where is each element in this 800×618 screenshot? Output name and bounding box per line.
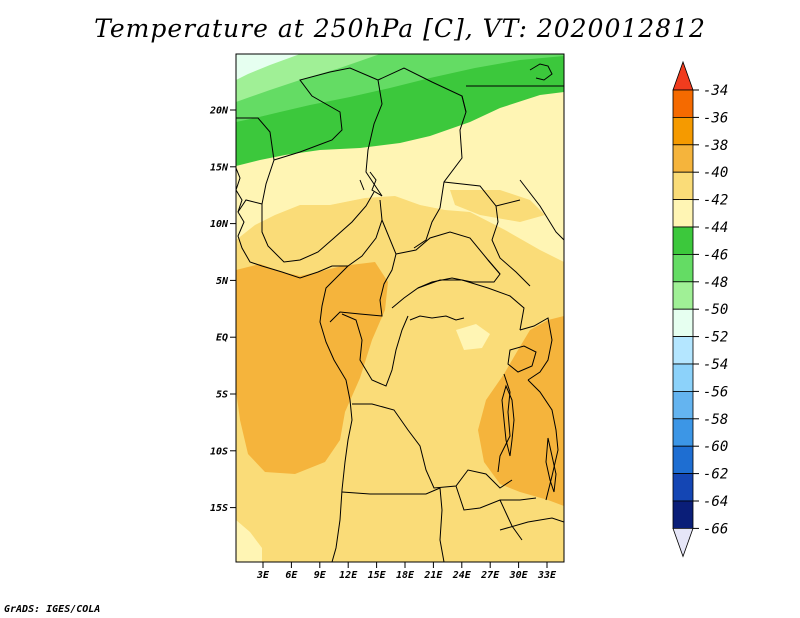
lat-tick-label: 5N: [216, 276, 229, 287]
colorbar-label: -66: [703, 521, 728, 537]
colorbar-bottom-arrow: [672, 528, 694, 558]
shade-minus38-west: [236, 262, 388, 474]
grads-credit: GrADS: IGES/COLA: [4, 604, 101, 615]
colorbar-segment: [672, 473, 694, 502]
border-zimbabwe: [499, 517, 564, 531]
colorbar-segment: [672, 445, 694, 475]
red-sea-coast: [529, 63, 553, 81]
lat-tick-label: 10S: [210, 446, 228, 457]
colorbar-segment: [672, 281, 694, 310]
border-tanzania: [527, 379, 559, 501]
lon-tick-label: 27E: [480, 570, 500, 581]
shade-minus48-band: [236, 54, 380, 102]
colorbar-label: -46: [703, 247, 728, 263]
colorbar-segment: [672, 89, 694, 118]
border-niger-chad: [273, 67, 383, 197]
lon-tick-label: 12E: [339, 570, 358, 581]
border-drc-angola: [352, 403, 513, 489]
colorbar: -34 -36 -38 -40 -42 -44 -46 -48 -50 -52 -54 -56 -58 -…: [672, 60, 728, 558]
border-angola-namibia: [341, 487, 441, 495]
nile-river: [359, 171, 383, 197]
colorbar-label: -62: [703, 467, 728, 483]
colorbar-segment: [672, 226, 694, 255]
latitude-axis: 20N 15N 10N 5N EQ 5S 10S 15S: [209, 106, 236, 514]
colorbar-label: -64: [703, 494, 728, 510]
colorbar-label: -60: [703, 439, 728, 455]
lat-tick-label: EQ: [216, 333, 228, 344]
border-ethiopia: [495, 179, 564, 241]
colorbar-label: -48: [703, 275, 728, 291]
colorbar-label: -42: [703, 193, 728, 209]
lon-tick-label: 3E: [256, 570, 270, 581]
lon-tick-label: 18E: [396, 570, 415, 581]
lat-tick-label: 15S: [210, 503, 228, 514]
border-congo-gabon: [341, 313, 409, 387]
shade-minus50-band: [236, 54, 300, 80]
colorbar-segment: [672, 390, 694, 420]
colorbar-label: -54: [703, 357, 728, 373]
colorbar-label: -38: [703, 138, 728, 154]
lon-tick-label: 33E: [537, 570, 557, 581]
colorbar-segment: [672, 500, 694, 529]
colorbar-label: -34: [703, 83, 728, 99]
colorbar-segment: [672, 144, 694, 173]
colorbar-segment: [672, 308, 694, 338]
border-benin-togo: [237, 199, 263, 213]
lake-malawi: [545, 437, 557, 493]
map-frame: [235, 53, 565, 563]
shade-minus42-sw-corner: [236, 520, 262, 562]
border-drc-north: [417, 279, 525, 331]
river-congo: [409, 315, 465, 321]
border-mali-niger: [236, 117, 275, 161]
lake-victoria: [507, 345, 537, 373]
lon-tick-label: 15E: [368, 570, 387, 581]
border-uganda-kenya: [519, 317, 553, 381]
lon-tick-label: 24E: [452, 570, 472, 581]
longitude-axis: 3E 6E 9E 12E 15E 18E 21E 24E 27E 30E 33E: [256, 562, 557, 581]
colorbar-segment: [672, 336, 694, 365]
lon-tick-label: 6E: [285, 570, 298, 581]
lat-tick-label: 20N: [209, 106, 229, 117]
colorbar-label: -50: [703, 302, 728, 318]
border-drc-east: [497, 373, 511, 473]
border-zambia: [455, 485, 537, 541]
colorbar-label: -36: [703, 110, 728, 126]
lat-tick-label: 15N: [210, 162, 229, 173]
colorbar-label: -44: [703, 220, 728, 236]
map-title: Temperature at 250hPa [C], VT: 202001281…: [94, 14, 706, 43]
lake-tanganyika: [501, 384, 515, 457]
country-borders: [236, 63, 564, 562]
colorbar-segment: [672, 171, 694, 200]
colorbar-label: -40: [703, 165, 728, 181]
border-angola-zambia: [439, 487, 445, 562]
colorbar-label: -52: [703, 330, 728, 346]
lat-tick-label: 5S: [216, 390, 228, 401]
border-south-sudan: [443, 181, 531, 287]
lon-tick-label: 30E: [509, 570, 529, 581]
colorbar-segment: [672, 253, 694, 283]
colorbar-label: -58: [703, 412, 728, 428]
temperature-field: [236, 54, 564, 562]
lon-tick-label: 9E: [314, 570, 327, 581]
colorbar-label: -56: [703, 384, 728, 400]
colorbar-top-arrow: [672, 60, 694, 91]
colorbar-segment: [672, 117, 694, 146]
colorbar-segment: [672, 418, 694, 447]
colorbar-segment: [672, 363, 694, 392]
colorbar-segment: [672, 199, 694, 228]
shade-minus42-ne-patch: [456, 324, 490, 350]
lon-tick-label: 21E: [423, 570, 443, 581]
lat-tick-label: 10N: [210, 219, 229, 230]
border-cameroon: [329, 199, 397, 323]
border-nigeria: [261, 159, 375, 263]
